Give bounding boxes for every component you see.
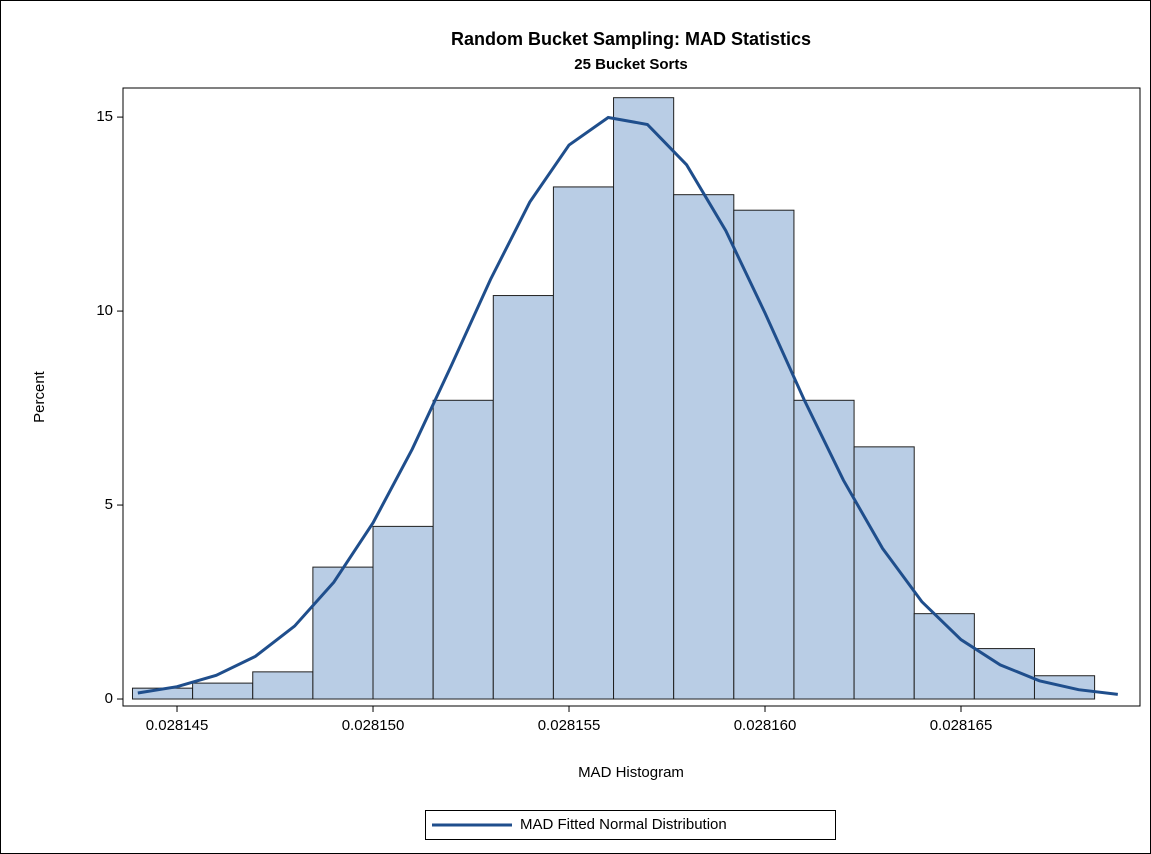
bar (312, 566, 374, 700)
bar (733, 209, 795, 700)
plot-frame (122, 87, 1141, 707)
fitted-curve (137, 115, 1118, 696)
bar (492, 295, 554, 700)
x-axis-title: MAD Histogram (578, 764, 684, 781)
bar (853, 446, 915, 700)
y-tick-label: 5 (105, 496, 113, 513)
bar (613, 97, 675, 700)
x-tick-label: 0.028160 (734, 717, 797, 734)
x-tick-label: 0.028165 (930, 717, 993, 734)
bar (192, 682, 254, 700)
bar (552, 186, 615, 700)
bar (372, 525, 434, 700)
x-tick-label: 0.028150 (342, 717, 405, 734)
x-tick-label: 0.028155 (538, 717, 601, 734)
y-axis-title: Percent (31, 370, 48, 423)
x-tick-label: 0.028145 (146, 717, 209, 734)
y-tick-label: 15 (96, 108, 113, 125)
y-tick-label: 0 (105, 690, 113, 707)
legend-label: MAD Fitted Normal Distribution (520, 816, 727, 833)
chart-title: Random Bucket Sampling: MAD Statistics (451, 29, 811, 49)
bar (252, 671, 314, 700)
bar (793, 399, 855, 700)
bar (432, 399, 494, 700)
bar (913, 613, 975, 700)
bar (673, 194, 735, 700)
y-tick-label: 10 (96, 302, 113, 319)
chart-subtitle: 25 Bucket Sorts (574, 56, 687, 73)
